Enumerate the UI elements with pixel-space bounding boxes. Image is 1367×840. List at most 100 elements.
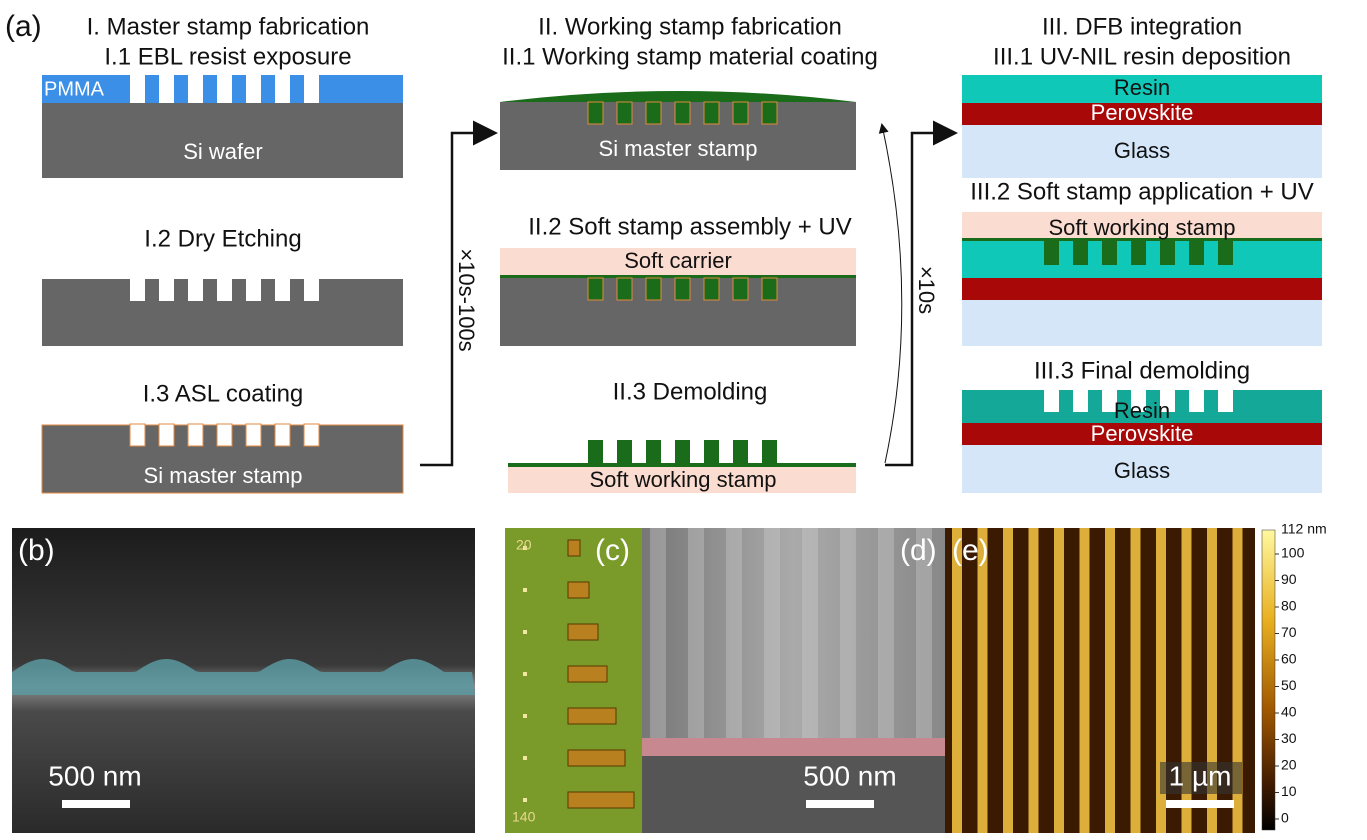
colorbar-max: 112 nm [1281, 521, 1327, 537]
grating-pad [568, 666, 607, 682]
afm-ridge [952, 528, 962, 833]
afm-ridge [1080, 528, 1090, 833]
resist-gap [275, 75, 290, 103]
stamp-tooth [588, 102, 603, 124]
afm-ridge [1003, 528, 1013, 833]
stamp-tooth [733, 440, 748, 463]
etch-groove [275, 279, 290, 301]
etch-groove [275, 424, 290, 446]
substrate [642, 756, 945, 833]
panel-label: (c) [595, 534, 630, 567]
stamp-tooth [588, 278, 603, 300]
resin-groove [1073, 390, 1088, 412]
grating-pad [568, 624, 598, 640]
scale-bar-label: 1 µm [1169, 760, 1232, 791]
etch-groove [304, 424, 319, 446]
flow-arrow [882, 125, 902, 463]
resist-gap [304, 75, 319, 103]
stamp-tooth [588, 440, 603, 463]
marker-dot [523, 756, 527, 760]
stamp-tooth [1131, 241, 1146, 265]
stamp-tooth [733, 102, 748, 124]
step-title: II.3 Demolding [613, 378, 768, 405]
grating-ridge [688, 528, 704, 738]
colorbar-tick-label: 30 [1281, 730, 1297, 746]
colorbar-tick-label: 40 [1281, 704, 1297, 720]
stamp-tooth [762, 278, 777, 300]
layer-label: Soft working stamp [1048, 215, 1235, 240]
colorbar-tick-label: 0 [1281, 810, 1289, 826]
grating-label: 140 [512, 809, 536, 825]
marker-dot [523, 798, 527, 802]
stamp-tooth [617, 440, 632, 463]
resin-groove [1218, 390, 1233, 412]
afm-ridge [1105, 528, 1115, 833]
etch-groove [217, 424, 232, 446]
stamp-tooth [1044, 241, 1059, 265]
resin-groove [1044, 390, 1059, 412]
grating-ridge [802, 528, 818, 738]
stamp-tooth [675, 440, 690, 463]
marker-dot [523, 630, 527, 634]
layer-label: Perovskite [1091, 421, 1194, 446]
stamp-tooth [704, 278, 719, 300]
layer-label: PMMA [44, 78, 105, 100]
grating-label: 20 [516, 537, 532, 553]
etch-groove [159, 279, 174, 301]
afm-ridge [978, 528, 988, 833]
step-title: III.3 Final demolding [1034, 357, 1250, 384]
step-title: I.1 EBL resist exposure [104, 43, 351, 70]
panel-label: (d) [900, 534, 937, 567]
scale-bar [62, 800, 130, 808]
scale-bar [1166, 800, 1234, 808]
afm-ridge [1054, 528, 1064, 833]
grating-pad [568, 708, 616, 724]
grating-ridge [764, 528, 780, 738]
stamp-tooth [675, 102, 690, 124]
afm-ridge [1131, 528, 1141, 833]
step-title: III.1 UV-NIL resin deposition [993, 43, 1291, 70]
stamp-tooth [704, 440, 719, 463]
panel-label: (e) [952, 534, 989, 567]
column-title: II. Working stamp fabrication [538, 13, 842, 40]
step-title: I.2 Dry Etching [144, 225, 301, 252]
colorbar-tick-label: 60 [1281, 651, 1297, 667]
etch-groove [130, 424, 145, 446]
stamp-tooth [617, 102, 632, 124]
colorbar-tick-label: 100 [1281, 545, 1305, 561]
step-title: III.2 Soft stamp application + UV [970, 178, 1314, 205]
colorbar-tick-label: 70 [1281, 624, 1297, 640]
grating-ridge [650, 528, 666, 738]
stamp-tooth [617, 278, 632, 300]
etch-groove [217, 279, 232, 301]
afm-ridge [1029, 528, 1039, 833]
repeat-label: ×10s [914, 266, 939, 314]
stamp-tooth [646, 102, 661, 124]
stamp-material [500, 91, 856, 102]
panel-label: (a) [5, 10, 42, 43]
layer-label: Soft carrier [624, 248, 732, 273]
stamp-tooth [1218, 241, 1233, 265]
colorbar-tick-label: 50 [1281, 677, 1297, 693]
layer-label: Resin [1114, 398, 1170, 423]
grating-ridge [878, 528, 894, 738]
scale-bar [806, 800, 874, 808]
layer-label: Soft working stamp [589, 467, 776, 492]
scale-bar-label: 500 nm [48, 760, 141, 791]
layer-label: Si master stamp [599, 136, 758, 161]
figure: (a) I. Master stamp fabrication I.1 EBL … [0, 0, 1367, 840]
etch-groove [159, 424, 174, 446]
stamp-tooth [1102, 241, 1117, 265]
marker-dot [523, 588, 527, 592]
stamp-tooth [1160, 241, 1175, 265]
etch-groove [188, 424, 203, 446]
scale-bar-label: 500 nm [803, 760, 896, 791]
stamp-tooth [762, 440, 777, 463]
resist-gap [159, 75, 174, 103]
glass [962, 300, 1322, 346]
column-title: I. Master stamp fabrication [87, 13, 370, 40]
resist-gap [188, 75, 203, 103]
grating-pad [568, 750, 625, 766]
layer-label: Si master stamp [144, 463, 303, 488]
layer-label: Glass [1114, 458, 1170, 483]
